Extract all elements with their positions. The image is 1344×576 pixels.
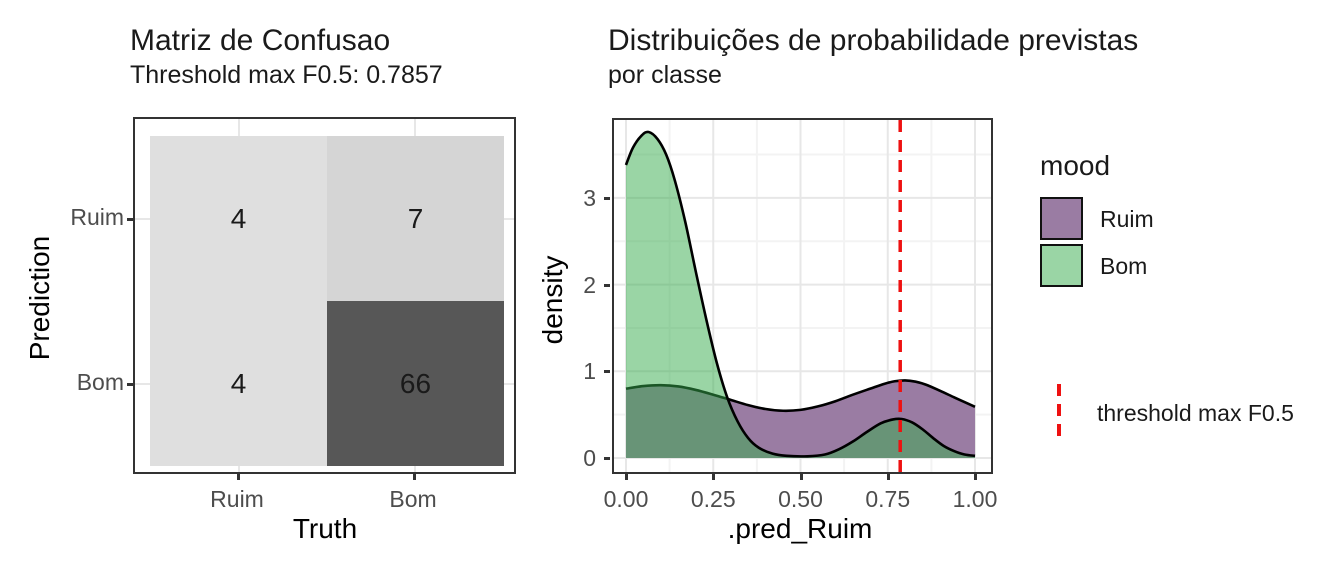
right-chart-title: Distribuições de probabilidade previstas <box>608 24 1139 57</box>
left-chart-title: Matriz de Confusao <box>130 24 391 57</box>
density-x-tick <box>799 474 803 480</box>
legend-threshold-key <box>1054 384 1064 440</box>
truth-axis-title: Truth <box>292 513 358 544</box>
confusion-matrix-tiles: 4 7 4 66 <box>135 119 514 472</box>
confusion-matrix-panel: 4 7 4 66 <box>127 117 516 480</box>
ytick-label-bom: Bom <box>76 369 124 395</box>
confusion-cell-ruim-ruim: 4 <box>150 136 327 301</box>
density-x-tick <box>625 474 628 480</box>
xtick-label-bom: Bom <box>389 486 437 512</box>
prediction-axis-title: Prediction <box>24 235 55 361</box>
left-chart-subtitle: Threshold max F0.5: 0.7857 <box>130 61 443 89</box>
confusion-cell-bom-bom: 66 <box>327 301 504 466</box>
density-xtick-label: 1.00 <box>952 486 998 512</box>
density-x-tick <box>886 474 890 480</box>
y-tick-ruim <box>127 218 133 221</box>
density-y-tick <box>604 283 610 287</box>
legend-swatch-bom <box>1040 244 1083 287</box>
density-xtick-label: 0.75 <box>865 486 911 512</box>
density-xtick-label: 0.00 <box>603 486 649 512</box>
density-x-tick <box>974 474 977 480</box>
density-ytick-label: 2 <box>583 271 596 298</box>
bom-density-curve <box>624 130 976 458</box>
ytick-label-ruim: Ruim <box>70 204 124 230</box>
density-y-tick <box>604 457 610 460</box>
density-xtick-label: 0.50 <box>778 486 823 512</box>
density-axis-title: density <box>537 255 568 345</box>
confusion-cell-ruim-bom: 4 <box>150 301 327 466</box>
density-xtick-label: 0.25 <box>690 486 736 512</box>
legend-swatch-ruim <box>1040 197 1083 240</box>
density-x-tick <box>712 474 716 480</box>
density-ytick-label: 3 <box>583 184 596 211</box>
legend-label-bom: Bom <box>1100 253 1148 279</box>
bom-density-area <box>626 131 975 459</box>
density-ytick-label: 1 <box>583 358 596 385</box>
x-tick-ruim <box>237 474 240 480</box>
density-y-tick <box>604 196 610 200</box>
density-ytick-label: 0 <box>583 445 596 471</box>
legend-label-threshold: threshold max F0.5 <box>1097 400 1294 426</box>
confusion-cell-bom-ruim: 7 <box>327 136 504 301</box>
pred-ruim-axis-title: .pred_Ruim <box>727 513 873 544</box>
x-tick-bom <box>413 474 416 480</box>
density-plot <box>614 120 991 472</box>
legend-label-ruim: Ruim <box>1100 206 1154 232</box>
density-panel <box>612 118 993 474</box>
legend-mood-title: mood <box>1040 150 1111 181</box>
y-tick-bom <box>127 383 133 386</box>
xtick-label-ruim: Ruim <box>210 486 264 512</box>
right-chart-subtitle: por classe <box>608 61 722 89</box>
density-y-tick <box>604 370 610 374</box>
